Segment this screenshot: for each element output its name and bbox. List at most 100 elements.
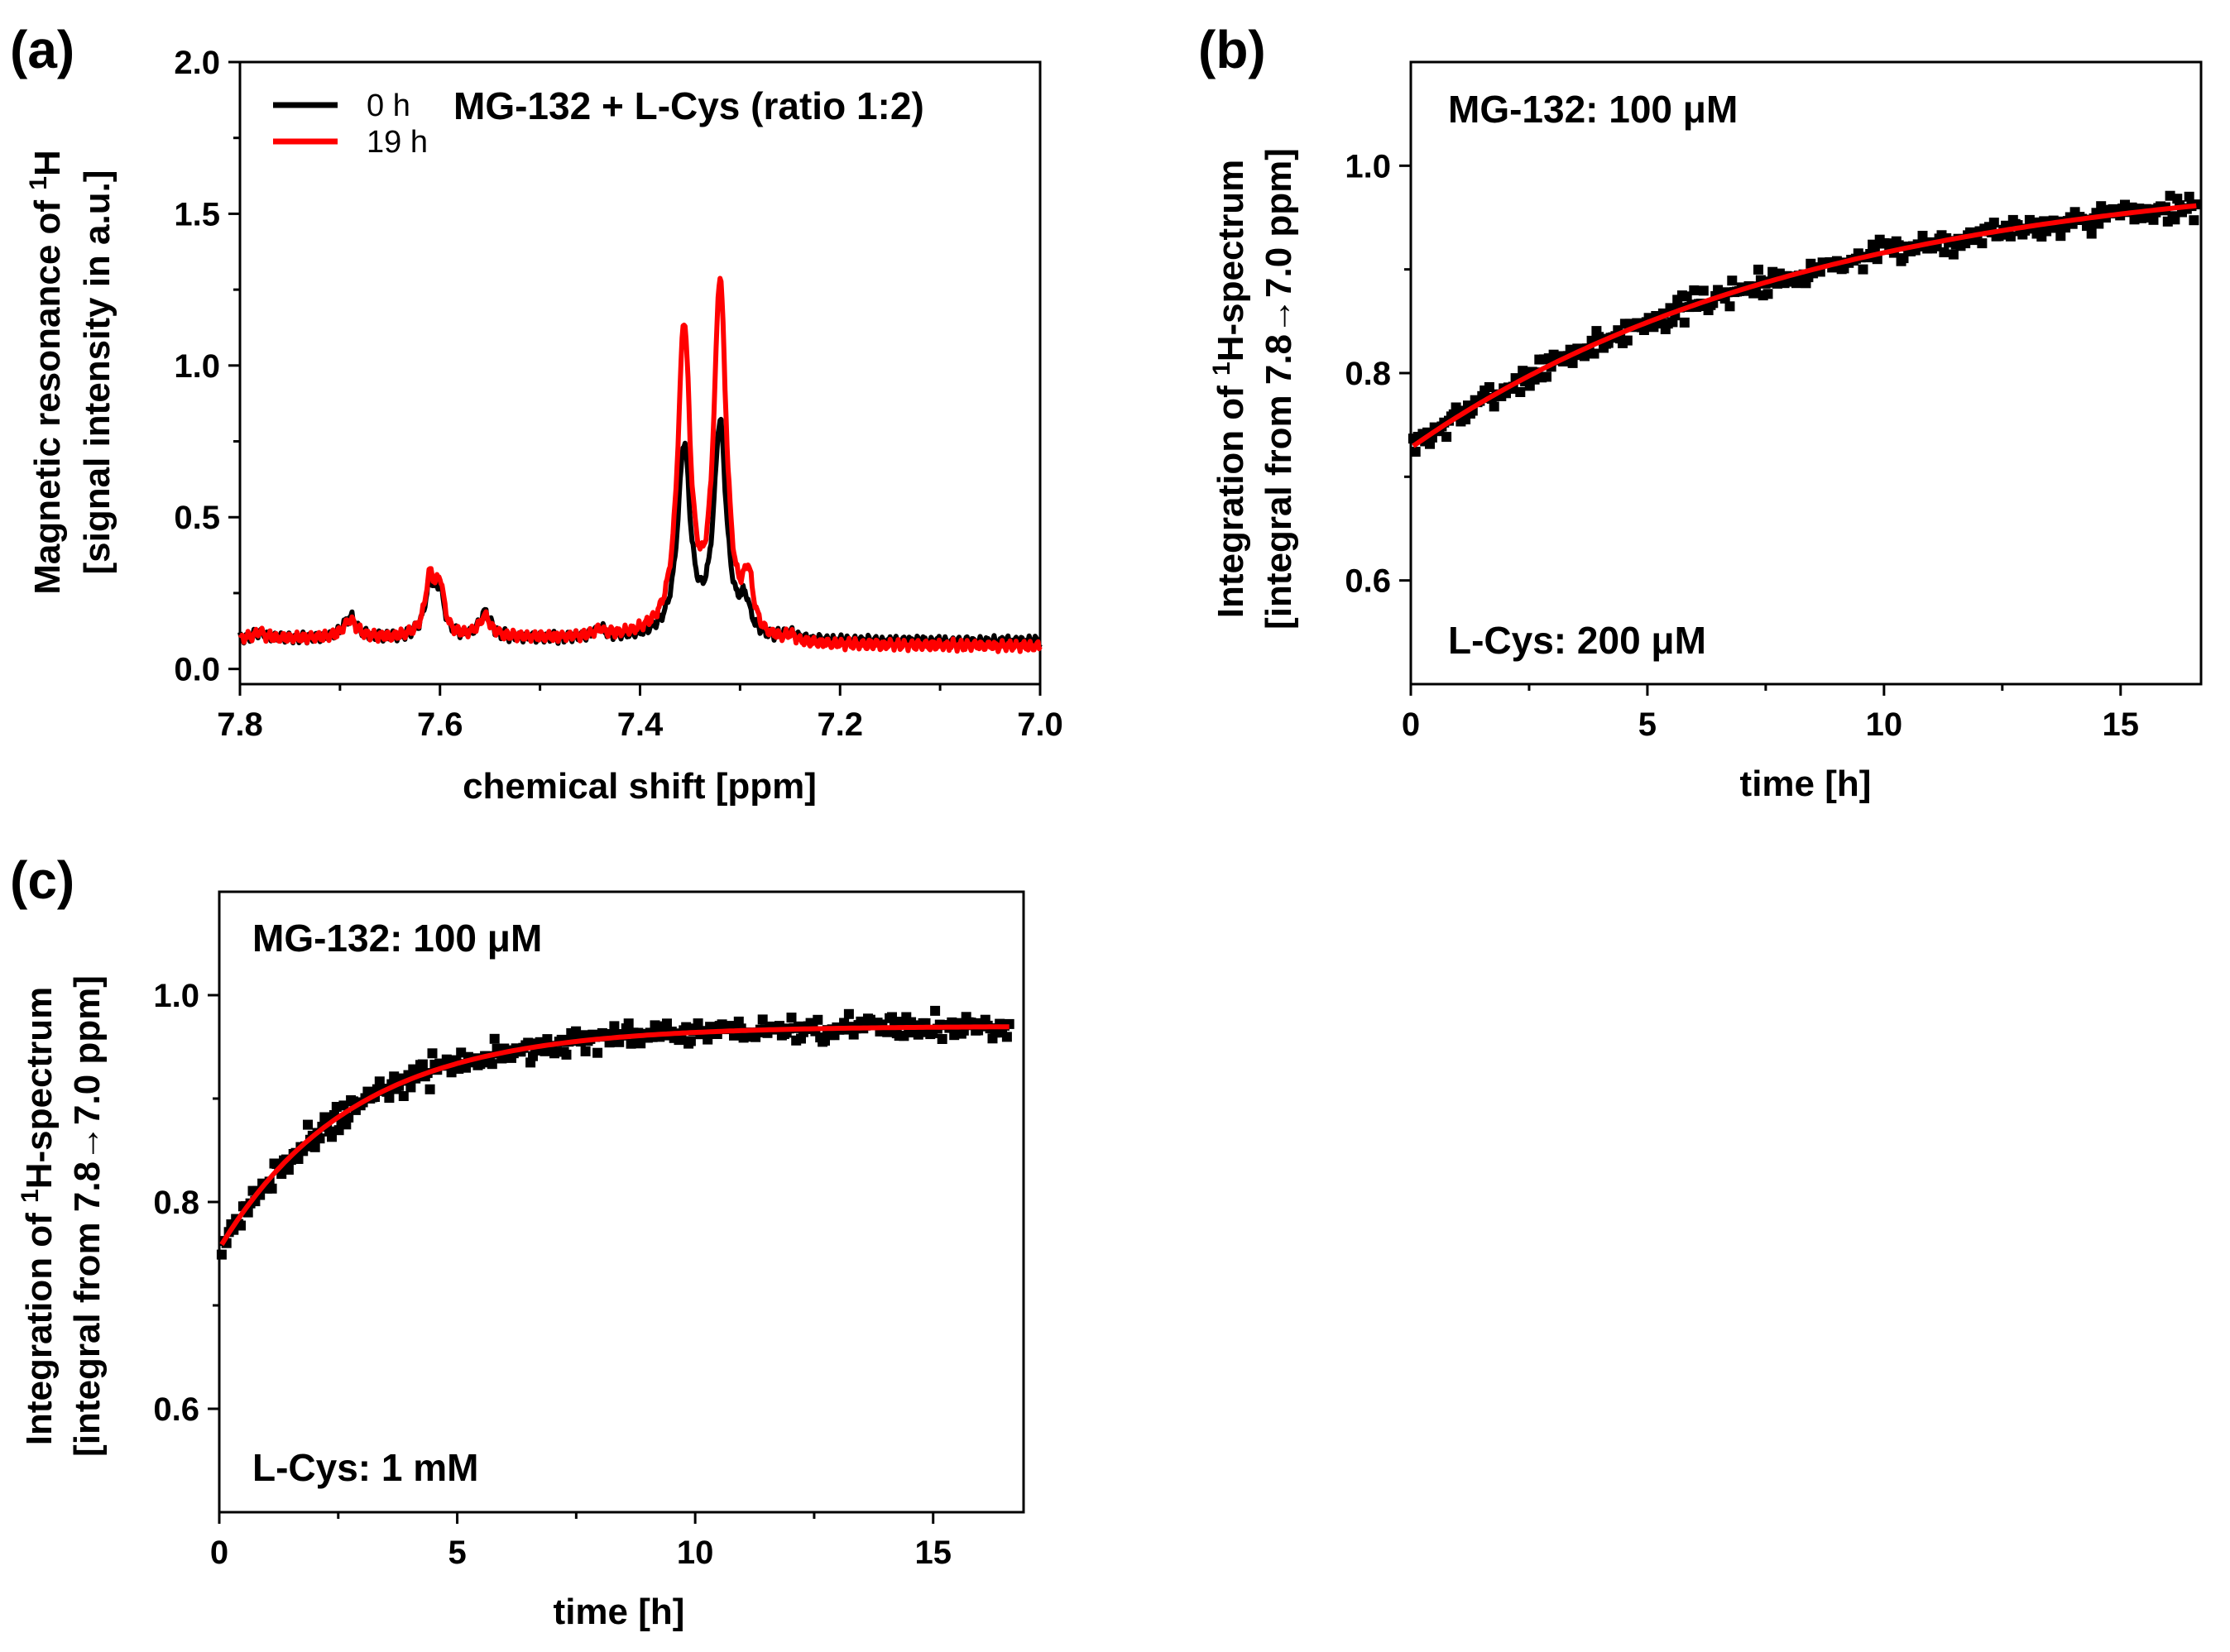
panel-c-y-axis-title: Integration of 1H-spectrum [integral fro… [17, 975, 108, 1457]
panel-a-title: MG-132 + L-Cys (ratio 1:2) [453, 84, 924, 127]
data-point [1988, 218, 1999, 228]
panel-a-y-axis-title: Magnetic resonance of 1H [signal intensi… [25, 150, 117, 594]
panel-c-annotation-mg132: MG-132: 100 μM [252, 917, 542, 960]
panel-c-y-title-sup: 1 [17, 1189, 44, 1203]
panel-b-annotation-lcys: L-Cys: 200 μM [1448, 619, 1706, 662]
data-point [489, 1033, 500, 1044]
data-point [685, 1036, 696, 1046]
data-point [1698, 285, 1709, 296]
panel-b-frame [1409, 60, 2203, 686]
x-tick-label: 10 [1866, 706, 1903, 743]
data-point [384, 1093, 395, 1104]
x-tick-label: 7.6 [417, 706, 463, 743]
data-point [2041, 226, 2052, 237]
fit-curve [219, 1024, 1009, 1247]
panel-a-legend: 0 h 19 h [273, 89, 428, 160]
x-tick-label: 5 [448, 1535, 466, 1571]
panel-b-axes: 0 5 10 15 0.6 0.8 1.0 [1345, 148, 2139, 743]
data-point [1724, 301, 1735, 312]
data-point [1410, 447, 1421, 457]
data-point [2086, 228, 2097, 239]
y-tick-label: 2.0 [174, 45, 220, 81]
panel-c-plot-area [216, 1005, 1014, 1260]
panel-b-y-title-part2: H-spectrum [1211, 160, 1251, 362]
y-tick-label: 0.5 [174, 500, 220, 536]
panel-c: (c) 0 5 10 15 0.6 0.8 1.0 MG-132: 100 μM L-Cys… [10, 850, 1025, 1632]
panel-c-x-axis-title: time [h] [554, 1592, 685, 1632]
legend-label-19h: 19 h [367, 125, 428, 160]
panel-b-y-title-sup: 1 [1208, 362, 1235, 376]
panel-c-y-title-part1: Integration of [19, 1203, 60, 1445]
panel-b-x-axis-title: time [h] [1740, 764, 1872, 804]
data-point [293, 1154, 304, 1164]
panel-a-y-title-part2: H [27, 150, 68, 176]
data-point [405, 1082, 416, 1093]
data-point [580, 1046, 591, 1056]
panel-b-y-title-line2: [integral from 7.8→7.0 ppm] [1259, 148, 1299, 630]
y-tick-label: 0.8 [153, 1185, 199, 1221]
panel-c-axes: 0 5 10 15 0.6 0.8 1.0 [153, 978, 952, 1571]
data-point [1948, 249, 1959, 260]
x-tick-label: 15 [914, 1535, 952, 1571]
data-point [487, 1059, 497, 1070]
data-point [1589, 348, 1599, 359]
x-tick-label: 0 [210, 1535, 228, 1571]
data-point [592, 1047, 603, 1058]
data-point [2005, 231, 2016, 242]
data-point [1977, 238, 1988, 249]
panel-a-y-title-part1: Magnetic resonance of [27, 190, 68, 595]
x-tick-label: 7.4 [617, 706, 664, 743]
panel-b: (b) 0 5 10 15 0.6 0.8 1.0 MG-132: 100 μM L-Cys… [1198, 20, 2203, 804]
y-tick-label: 1.5 [174, 196, 220, 232]
data-point [1515, 387, 1526, 397]
panel-c-letter: (c) [10, 850, 74, 910]
data-point [216, 1249, 227, 1260]
data-point [1489, 401, 1499, 412]
y-tick-label: 0.8 [1345, 356, 1391, 392]
fit-curve [1412, 203, 2197, 448]
data-point [609, 1021, 620, 1032]
data-point [1727, 275, 1738, 286]
data-point [2189, 215, 2199, 226]
y-tick-label: 1.0 [153, 978, 199, 1014]
data-point [2055, 231, 2066, 242]
data-point [2091, 208, 2102, 218]
panel-a: (a) 7.8 7.6 7.4 7.2 7.0 0.0 0.5 1.0 1.5 2.0 0 h 1… [10, 20, 1063, 807]
y-tick-label: 0.0 [174, 652, 220, 688]
data-point [937, 1034, 947, 1044]
panel-a-axes: 7.8 7.6 7.4 7.2 7.0 0.0 0.5 1.0 1.5 2.0 [174, 45, 1062, 743]
svg-text:Magnetic resonance of 1H: Magnetic resonance of 1H [25, 150, 68, 594]
data-point [813, 1014, 823, 1025]
data-point [1753, 264, 1763, 275]
data-point [1858, 264, 1868, 275]
data-point [1567, 357, 1578, 368]
spectrum-line-0h [237, 416, 1043, 650]
x-tick-label: 15 [2103, 706, 2140, 743]
panel-c-y-title-part2: H-spectrum [19, 987, 60, 1190]
data-point [1542, 371, 1551, 382]
x-tick-label: 0 [1402, 706, 1420, 743]
panel-c-frame [218, 890, 1025, 1514]
data-point [662, 1018, 672, 1029]
data-point [1679, 317, 1690, 328]
panel-b-plot-area [1408, 190, 2202, 457]
panel-a-frame [238, 60, 1042, 686]
data-point [314, 1133, 325, 1144]
data-point [2148, 214, 2159, 225]
data-point [843, 1008, 854, 1019]
y-tick-label: 0.6 [153, 1391, 199, 1428]
svg-text:Integration of 1H-spectrum: Integration of 1H-spectrum [17, 987, 60, 1446]
x-tick-label: 5 [1638, 706, 1657, 743]
panel-a-x-axis-title: chemical shift [ppm] [463, 766, 817, 807]
data-point [1001, 1032, 1012, 1042]
x-tick-label: 7.2 [817, 706, 863, 743]
data-point [930, 1005, 941, 1016]
panel-a-plot-area [237, 275, 1043, 654]
data-point [427, 1048, 438, 1059]
x-tick-label: 10 [677, 1535, 714, 1571]
data-point [309, 1142, 320, 1152]
data-point [561, 1049, 572, 1060]
y-tick-label: 0.6 [1345, 563, 1391, 600]
data-point [1622, 335, 1633, 346]
